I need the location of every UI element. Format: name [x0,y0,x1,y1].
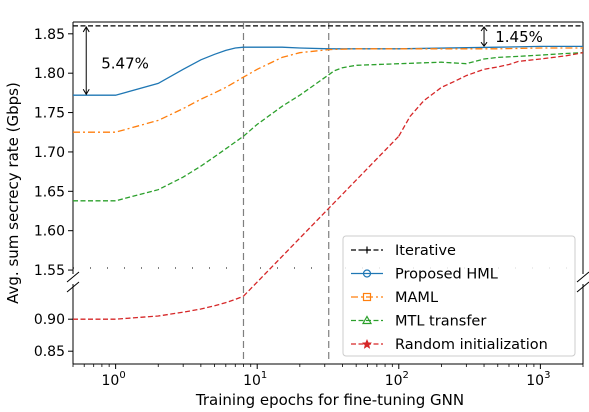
x-tick-label: 100 [102,370,126,389]
legend-entry: Random initialization [351,337,548,353]
legend-marker-star [362,338,372,349]
axis-break-mark [576,281,589,293]
axis-break-mark [576,271,589,283]
legend-label: Proposed HML [395,267,498,283]
y-tick-label: 1.70 [34,145,65,161]
x-tick-exponent: 1 [261,370,267,381]
y-tick-label: 1.75 [34,106,65,122]
series-line [73,45,583,96]
arrow-head [82,25,90,33]
y-tick-label: 1.85 [34,27,65,43]
x-tick-exponent: 0 [119,370,125,381]
y-tick-label: 1.55 [34,263,65,279]
x-tick-exponent: 2 [403,370,409,381]
arrow-head [480,41,488,48]
gap-label-hml-final: 1.45% [495,28,543,46]
arrow-head [480,26,488,32]
y-tick-label: 0.90 [34,312,65,328]
x-tick-label: 103 [526,370,550,389]
legend-entry: MAML [351,290,438,306]
y-tick-label: 1.60 [34,224,65,240]
series-mtl-transfer [73,52,583,202]
legend-entry: Proposed HML [351,267,498,283]
legend-label: MTL transfer [395,314,486,330]
axis-break-mark [66,281,80,293]
legend-entry: MTL transfer [351,314,486,330]
gap-label-hml-initial: 5.47% [101,55,149,73]
legend-label: Iterative [395,243,456,259]
series-line [73,295,244,320]
arrow-head [82,88,90,96]
axis-break-mark [66,271,80,283]
series-line [73,52,583,202]
y-tick-label: 1.65 [34,184,65,200]
legend-marker-square [362,292,372,302]
legend-entry: Iterative [351,243,456,259]
legend-box [342,235,576,357]
legend-label: Random initialization [395,337,548,353]
y-axis-title: Avg. sum secrecy rate (Gbps) [4,82,22,304]
series-random-initialization [73,52,583,320]
series-line [398,52,583,137]
series-line [73,47,583,133]
series-maml [73,47,583,133]
x-axis-title: Training epochs for fine-tuning GNN [195,391,464,409]
x-tick-label: 102 [385,370,409,389]
x-tick-label: 101 [243,370,267,389]
legend-marker-triangle [361,315,373,325]
legend-label: MAML [395,290,438,306]
y-tick-label: 0.85 [34,344,65,360]
x-tick-exponent: 3 [544,370,550,381]
legend-marker-circle [362,269,372,278]
y-tick-label: 1.80 [34,66,65,82]
series-proposed-hml [73,45,583,96]
